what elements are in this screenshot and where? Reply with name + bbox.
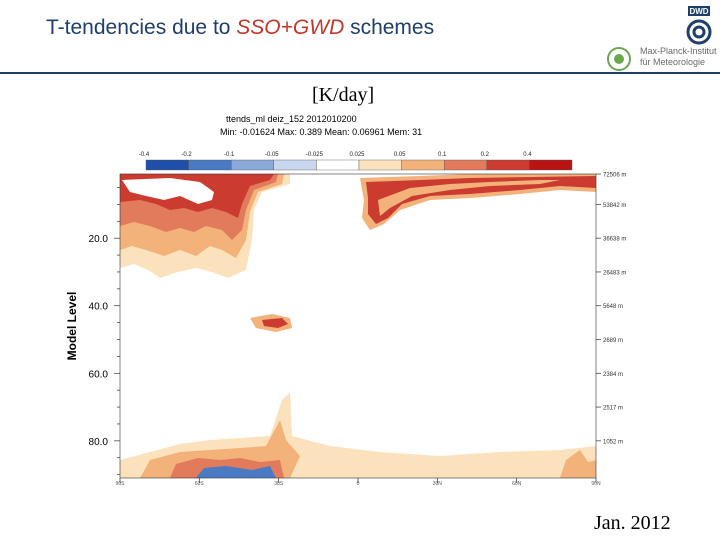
- x-tick-label: 60S: [195, 481, 205, 487]
- mpi-line1: Max-Planck-Institut: [640, 46, 717, 56]
- y-tick-label: 60.0: [89, 369, 109, 380]
- contour-sh-hole: [122, 178, 214, 204]
- height-axis: 72506 m 53842 m 36638 m 26483 m 5648 m 2689 m…: [596, 173, 626, 445]
- height-tick-label: 2384 m: [603, 372, 623, 378]
- colorbar-swatch: [486, 159, 530, 171]
- height-tick-label: 1052 m: [603, 439, 623, 445]
- y-axis: 20.0 40.0 60.0 80.0: [89, 187, 120, 475]
- colorbar-swatch: [401, 159, 445, 171]
- tendency-chart: ttends_ml deiz_152 2012010200 Min: -0.01…: [65, 114, 626, 487]
- dwd-swirl-inner: [692, 25, 706, 39]
- y-tick-label: 80.0: [89, 437, 109, 448]
- chart-info-line2: Min: -0.01624 Max: 0.389 Mean: 0.06961 M…: [220, 127, 422, 137]
- height-tick-label: 5648 m: [603, 304, 623, 310]
- title-prefix: T-tendencies due to: [46, 16, 237, 39]
- contour-mid-core: [262, 318, 288, 328]
- mpi-logo: [607, 47, 631, 71]
- colorbar-swatch: [316, 159, 360, 171]
- colorbar-tick-label: -0.4: [139, 152, 150, 158]
- x-tick-label: 60N: [512, 481, 522, 487]
- colorbar-swatch: [273, 159, 317, 171]
- x-tick-label: 90N: [591, 481, 601, 487]
- colorbar-tick-label: -0.2: [181, 152, 192, 158]
- mpi-logo-text: Max-Planck-Institut für Meteorologie: [640, 46, 720, 68]
- units-label: [K/day]: [312, 84, 375, 106]
- height-tick-label: 2517 m: [603, 406, 623, 412]
- contour-bl-arctic: [560, 450, 596, 478]
- x-tick-label: 0: [357, 481, 360, 487]
- title-highlight: SSO+GWD: [236, 16, 345, 39]
- plot-area: [119, 173, 597, 479]
- y-tick-label: 40.0: [89, 302, 109, 313]
- y-axis-label: Model Level: [65, 292, 79, 361]
- dwd-logo-text: DWD: [689, 7, 708, 16]
- page-title: T-tendencies due to SSO+GWD schemes: [46, 16, 434, 40]
- dwd-logo: DWD: [686, 6, 712, 45]
- colorbar-tick-label: -0.025: [306, 152, 324, 158]
- chart-info-line1: ttends_ml deiz_152 2012010200: [226, 114, 357, 124]
- contour-nh-core: [378, 180, 560, 216]
- contour-bl-negative: [196, 466, 276, 478]
- colorbar-tick-label: 0.2: [481, 152, 490, 158]
- height-tick-label: 53842 m: [603, 203, 626, 209]
- colorbar-swatch: [145, 159, 189, 171]
- height-tick-label: 36638 m: [603, 237, 626, 243]
- mpi-line2: für Meteorologie: [640, 57, 706, 67]
- y-tick-label: 20.0: [89, 234, 109, 245]
- title-suffix: schemes: [344, 16, 435, 39]
- x-axis: 90S 60S 30S 0 30N 60N 90N: [116, 478, 601, 487]
- height-tick-label: 72506 m: [603, 173, 626, 179]
- colorbar-tick-label: 0.1: [438, 152, 447, 158]
- dwd-logo-box: [688, 6, 710, 16]
- footer-date: Jan. 2012: [594, 512, 671, 534]
- colorbar-tick-label: 0.4: [523, 152, 532, 158]
- dwd-swirl-outer: [686, 19, 712, 45]
- colorbar-tick-label: -0.05: [265, 152, 279, 158]
- height-tick-label: 26483 m: [603, 270, 626, 276]
- colorbar-swatch: [188, 159, 232, 171]
- height-tick-label: 2689 m: [603, 338, 623, 344]
- x-tick-label: 90S: [116, 481, 126, 487]
- mpi-logo-ring: [607, 47, 631, 71]
- colorbar-swatch: [230, 159, 274, 171]
- colorbar-swatch: [529, 159, 573, 171]
- title-rule: [0, 72, 720, 74]
- colorbar-tick-label: 0.025: [349, 152, 365, 158]
- colorbar-swatch: [358, 159, 402, 171]
- colorbar: -0.4 -0.2 -0.1 -0.05 -0.025 0.025 0.05 0.1 0.2 0.…: [139, 152, 573, 171]
- colorbar-swatch: [444, 159, 488, 171]
- mpi-logo-dot: [614, 54, 624, 64]
- x-tick-label: 30S: [274, 481, 284, 487]
- colorbar-tick-label: -0.1: [224, 152, 235, 158]
- x-tick-label: 30N: [433, 481, 443, 487]
- colorbar-tick-label: 0.05: [394, 152, 406, 158]
